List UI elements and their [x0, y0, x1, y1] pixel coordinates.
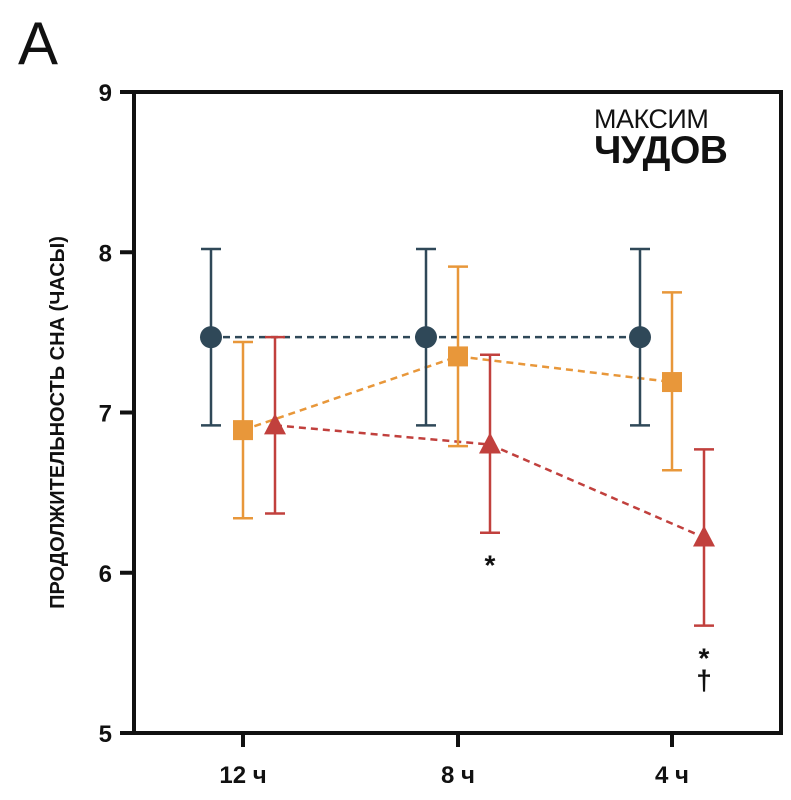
x-tick-label: 12 ч [219, 762, 266, 789]
significance-annotation: † [696, 665, 712, 696]
significance-annotation: * [699, 643, 710, 674]
data-point-circle [629, 326, 651, 349]
y-axis-label: ПРОДОЛЖИТЕЛЬНОСТЬ СНА (ЧАСЫ) [47, 236, 69, 609]
logo-line-2: ЧУДОВ [594, 129, 728, 172]
y-tick-label: 9 [99, 80, 112, 107]
data-point-triangle [693, 525, 715, 547]
x-tick-label: 8 ч [441, 762, 475, 789]
series-line-square [242, 355, 673, 432]
watermark-logo: МАКСИМ ЧУДОВ [594, 104, 728, 172]
data-point-triangle [264, 413, 286, 435]
y-tick-label: 6 [99, 561, 112, 588]
data-point-square [448, 346, 468, 367]
chart-axes: 5 6 7 8 9 12 ч 8 ч 4 ч ПРОДОЛЖИТЕЛЬНОСТЬ СНА (ЧА… [47, 80, 783, 789]
y-tick-label: 7 [99, 401, 112, 428]
data-point-triangle [479, 432, 501, 454]
data-point-square [662, 372, 682, 393]
y-tick-label: 5 [99, 721, 112, 748]
data-point-circle [200, 326, 222, 349]
y-tick-label: 8 [99, 240, 112, 267]
panel-label: A [18, 10, 59, 77]
x-tick-label: 4 ч [655, 762, 689, 789]
logo-line-1: МАКСИМ [594, 104, 709, 134]
significance-annotation: * [485, 550, 496, 581]
chart-marks: **† [200, 247, 715, 696]
data-point-square [233, 420, 253, 441]
data-point-circle [415, 326, 437, 349]
